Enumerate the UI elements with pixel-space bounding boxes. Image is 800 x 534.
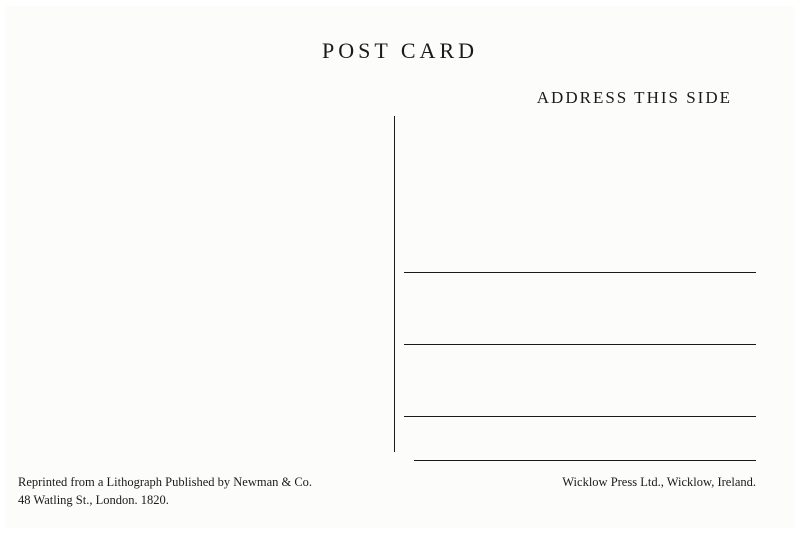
address-side-label: ADDRESS THIS SIDE bbox=[537, 88, 732, 108]
postcard-back: POST CARD ADDRESS THIS SIDE Reprinted fr… bbox=[6, 6, 794, 528]
address-line-2 bbox=[404, 344, 756, 345]
reprint-caption: Reprinted from a Lithograph Published by… bbox=[18, 473, 378, 511]
address-line-3 bbox=[404, 416, 756, 417]
bottom-rule bbox=[414, 460, 756, 461]
vertical-divider bbox=[394, 116, 395, 452]
publisher-caption: Wicklow Press Ltd., Wicklow, Ireland. bbox=[562, 475, 756, 490]
postcard-title: POST CARD bbox=[322, 38, 478, 64]
reprint-caption-line1: Reprinted from a Lithograph Published by… bbox=[18, 473, 378, 492]
address-line-1 bbox=[404, 272, 756, 273]
reprint-caption-line2: 48 Watling St., London. 1820. bbox=[18, 491, 378, 510]
